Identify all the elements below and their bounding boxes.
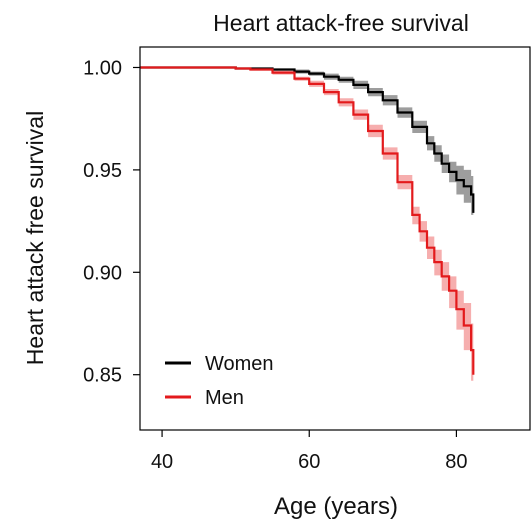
y-tick-label: 0.95 bbox=[83, 160, 122, 182]
survival-line-men bbox=[140, 66, 475, 375]
survival-line-women bbox=[140, 66, 475, 213]
x-axis-label: Age (years) bbox=[274, 493, 398, 520]
y-tick-label: 1.00 bbox=[83, 57, 122, 79]
y-axis-label: Heart attack free survival bbox=[22, 111, 48, 365]
plot-area bbox=[140, 66, 475, 416]
legend-label-women: Women bbox=[205, 353, 274, 375]
y-tick-label: 0.90 bbox=[83, 262, 122, 284]
x-tick-label: 40 bbox=[151, 451, 173, 473]
chart-title: Heart attack-free survival bbox=[213, 10, 469, 36]
legend: Women Men bbox=[165, 353, 274, 409]
x-tick-label: 80 bbox=[445, 451, 467, 473]
axes: 40 60 80 1.00 0.95 0.90 0.85 bbox=[83, 46, 531, 473]
y-tick-label: 0.85 bbox=[83, 365, 122, 387]
plot-frame bbox=[139, 46, 531, 431]
x-tick-label: 60 bbox=[298, 451, 320, 473]
ci-band-women bbox=[140, 67, 474, 236]
legend-label-men: Men bbox=[205, 387, 244, 409]
survival-lines bbox=[140, 66, 475, 375]
